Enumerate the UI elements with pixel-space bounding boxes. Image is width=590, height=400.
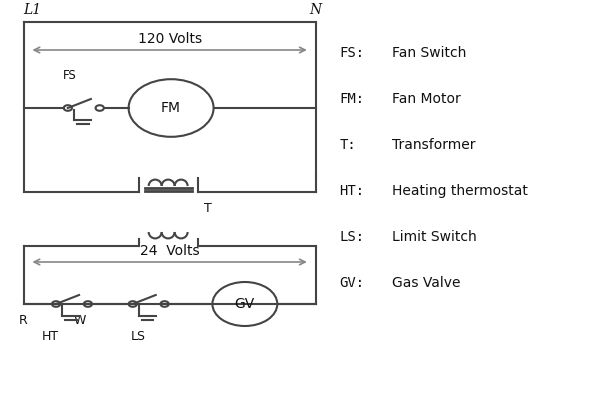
Text: T: T bbox=[204, 202, 211, 216]
Text: 24  Volts: 24 Volts bbox=[140, 244, 199, 258]
Text: Transformer: Transformer bbox=[392, 138, 476, 152]
Text: Limit Switch: Limit Switch bbox=[392, 230, 477, 244]
Text: Gas Valve: Gas Valve bbox=[392, 276, 461, 290]
Text: Fan Motor: Fan Motor bbox=[392, 92, 461, 106]
Text: FM: FM bbox=[161, 101, 181, 115]
Text: Heating thermostat: Heating thermostat bbox=[392, 184, 528, 198]
Text: GV: GV bbox=[235, 297, 255, 311]
Text: R: R bbox=[19, 314, 28, 327]
Text: W: W bbox=[74, 314, 86, 327]
Text: N: N bbox=[310, 3, 322, 17]
Text: 120 Volts: 120 Volts bbox=[137, 32, 202, 46]
Text: GV:: GV: bbox=[339, 276, 365, 290]
Text: FM:: FM: bbox=[339, 92, 365, 106]
Text: LS: LS bbox=[131, 330, 146, 343]
Text: FS: FS bbox=[63, 69, 77, 82]
Text: HT:: HT: bbox=[339, 184, 365, 198]
Text: FS:: FS: bbox=[339, 46, 365, 60]
Text: HT: HT bbox=[41, 330, 59, 343]
Text: T:: T: bbox=[339, 138, 356, 152]
Text: L1: L1 bbox=[24, 3, 42, 17]
Text: Fan Switch: Fan Switch bbox=[392, 46, 467, 60]
Text: LS:: LS: bbox=[339, 230, 365, 244]
